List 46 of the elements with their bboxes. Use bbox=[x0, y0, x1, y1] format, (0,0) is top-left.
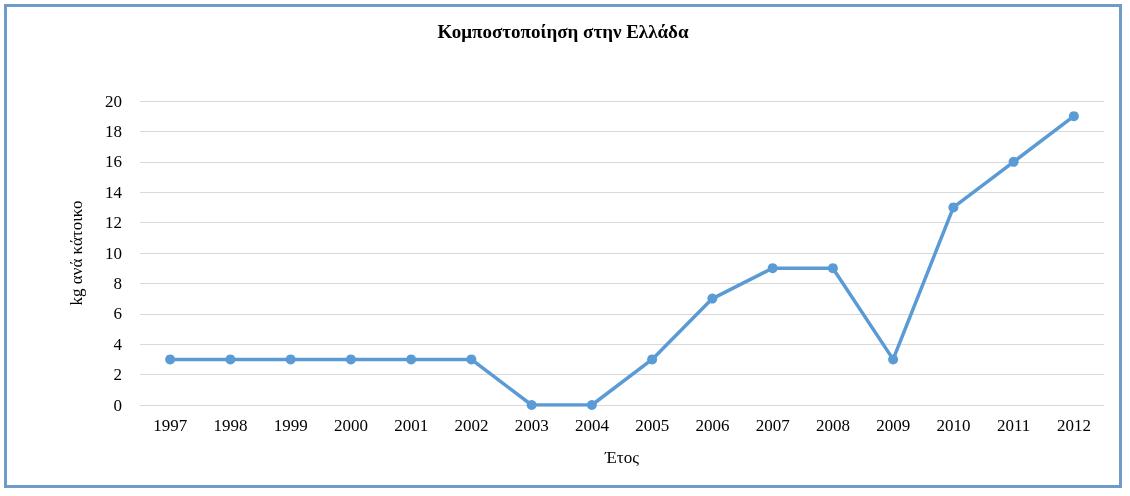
x-axis-title: Έτος bbox=[604, 448, 640, 467]
y-tick-label: 8 bbox=[113, 273, 122, 293]
x-tick-label: 2007 bbox=[755, 416, 791, 435]
point bbox=[948, 202, 959, 213]
point bbox=[526, 400, 537, 410]
x-tick-label: 2005 bbox=[635, 416, 670, 435]
x-tick-label: 1997 bbox=[153, 416, 188, 435]
x-tick-label: 2003 bbox=[514, 416, 549, 435]
y-tick-label: 2 bbox=[113, 365, 122, 385]
point bbox=[586, 400, 597, 410]
y-tick-label: 4 bbox=[113, 334, 123, 354]
y-tick-label: 10 bbox=[105, 243, 122, 263]
x-tick-label: 1999 bbox=[273, 416, 308, 435]
point bbox=[345, 354, 356, 365]
y-tick-label: 14 bbox=[105, 182, 123, 202]
x-tick-label: 2009 bbox=[876, 416, 911, 435]
y-axis-title: kg ανά κάτοικο bbox=[67, 200, 86, 306]
point bbox=[165, 354, 176, 365]
x-tick-label: 2001 bbox=[394, 416, 429, 435]
point bbox=[707, 293, 718, 304]
y-tick-label: 20 bbox=[105, 91, 122, 111]
point bbox=[827, 263, 838, 274]
point bbox=[647, 354, 658, 365]
point bbox=[406, 354, 417, 365]
chart-title: Κομποστοποίηση στην Ελλάδα bbox=[437, 21, 689, 42]
x-tick-label: 2008 bbox=[815, 416, 850, 435]
x-tick-label: 1998 bbox=[213, 416, 248, 435]
y-tick-label: 12 bbox=[105, 213, 122, 233]
point bbox=[1068, 111, 1079, 122]
x-tick-label: 2004 bbox=[574, 416, 610, 435]
point bbox=[767, 263, 778, 274]
x-tick-label: 2011 bbox=[996, 416, 1031, 435]
y-tick-label: 18 bbox=[105, 121, 122, 141]
point bbox=[466, 354, 477, 365]
x-tick-label: 2000 bbox=[333, 416, 368, 435]
point bbox=[225, 354, 236, 365]
y-tick-label: 0 bbox=[113, 395, 122, 415]
x-tick-label: 2012 bbox=[1056, 416, 1091, 435]
x-tick-label: 2002 bbox=[454, 416, 489, 435]
x-tick-label: 2010 bbox=[936, 416, 971, 435]
y-tick-label: 16 bbox=[105, 152, 122, 172]
point bbox=[1008, 156, 1019, 167]
point bbox=[888, 354, 899, 365]
point bbox=[285, 354, 296, 365]
y-tick-label: 6 bbox=[113, 304, 122, 324]
x-tick-label: 2006 bbox=[695, 416, 730, 435]
